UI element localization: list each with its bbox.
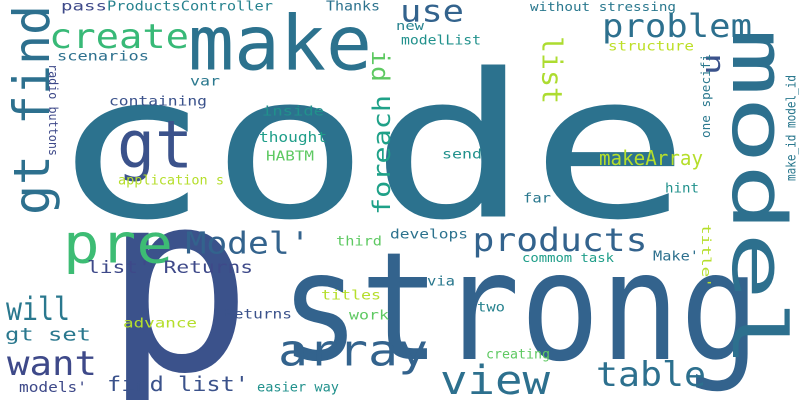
word-gt: gt — [117, 107, 193, 184]
word-id: id — [366, 50, 394, 82]
word-makearray: makeArray — [599, 146, 703, 170]
word-create: create — [49, 17, 189, 57]
word-p: p — [103, 138, 253, 400]
word-send: send — [442, 148, 482, 163]
word-via: via — [427, 275, 455, 290]
word-scenarios: scenarios — [57, 50, 149, 65]
word-gt-set: gt set — [5, 325, 91, 346]
word-list: list — [536, 36, 569, 104]
word-list-returns: list' Returns — [87, 258, 253, 278]
word-products: products — [473, 221, 648, 259]
word-third: third — [336, 235, 382, 250]
word-structure: structure — [608, 40, 694, 55]
word-without-stressing: without stressing — [530, 0, 676, 14]
word-make-quote: Make' — [653, 250, 699, 265]
word-models: models' — [19, 380, 87, 396]
word-model-quote: Model' — [186, 227, 311, 262]
word-develops: develops — [390, 228, 468, 243]
word-far: far — [523, 192, 551, 207]
word-code: code — [50, 32, 690, 265]
word-table: table — [596, 355, 706, 395]
word-containing: containing — [109, 95, 207, 110]
word-habtm: HABTM — [266, 150, 314, 165]
word-want: want — [7, 344, 97, 384]
word-one-specifi: one specifi — [699, 54, 713, 138]
word-productscontroller: ProductsController — [107, 0, 273, 15]
word-problem: problem — [602, 7, 752, 45]
word-thought: thought — [259, 130, 327, 146]
word-array: array — [278, 326, 428, 377]
word-n: n — [699, 53, 729, 75]
word-use: use — [400, 0, 464, 30]
word-hint: hint — [665, 182, 699, 197]
word-easier-way: easier way — [257, 381, 339, 396]
word-make: make — [188, 0, 372, 88]
word-new: new — [396, 19, 425, 33]
word-pre: pre — [63, 213, 173, 276]
word-view: view — [440, 358, 551, 400]
word-make-id-model-id: make_id model_id — [785, 75, 800, 181]
word-foreach: foreach — [368, 95, 396, 215]
word-creating: creating — [486, 348, 550, 363]
word-titles: titles — [321, 289, 381, 304]
word-commom-task: commom task — [522, 251, 615, 265]
word-pass: pass — [61, 0, 107, 15]
word-strong: strong — [280, 221, 760, 395]
word-returns: Returns — [224, 308, 292, 323]
word-thanks: Thanks — [326, 0, 380, 15]
word-var: var — [190, 75, 220, 90]
word-application-s: application s — [118, 174, 224, 189]
word-radio-buttons: radio buttons — [46, 64, 60, 156]
word-advance: advance — [123, 317, 197, 332]
word-modellist: modelList — [401, 34, 481, 49]
word-two: two — [477, 301, 505, 316]
word-inside: inside — [262, 105, 324, 120]
word-find-list: find list' — [107, 372, 249, 396]
word-work: work — [349, 309, 389, 324]
word-title: title' — [699, 224, 713, 288]
word-model: model — [715, 28, 800, 368]
word-gt-find: gt find — [3, 5, 61, 215]
word-will: will — [6, 290, 70, 328]
